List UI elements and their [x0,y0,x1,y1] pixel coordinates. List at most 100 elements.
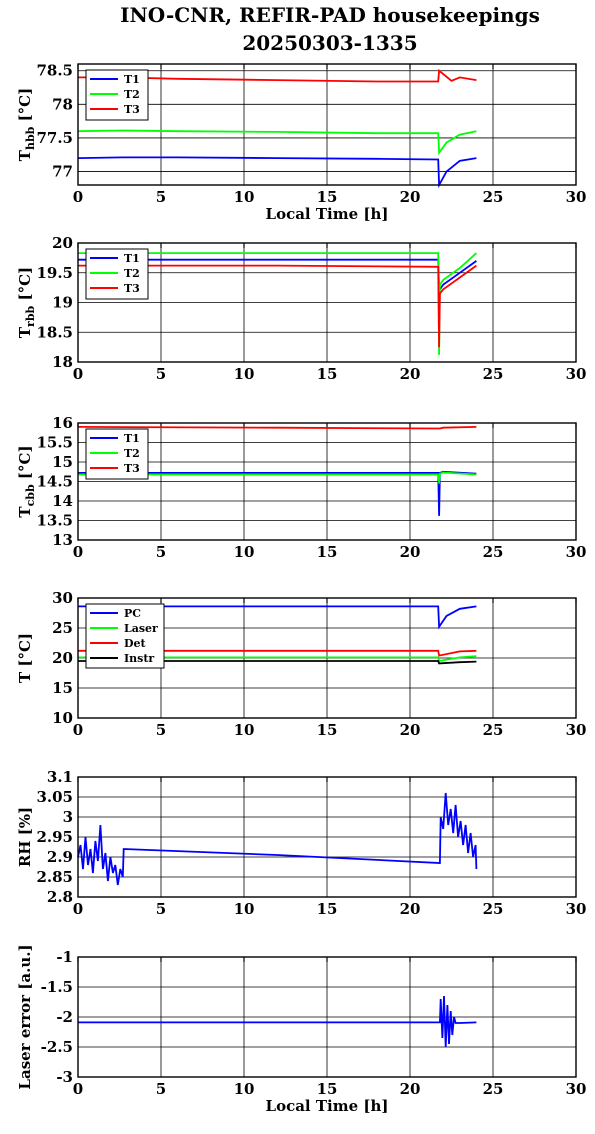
y-tick-label: -3 [56,1068,73,1086]
y-tick-label: 10 [52,709,73,727]
x-tick-label: 30 [566,1080,587,1098]
x-tick-label: 5 [156,900,166,918]
y-tick-label: 19.5 [36,264,73,282]
panel-6: 0 5 10 15 20 25 30 -3 -2.5 -2 -1.5 -1 Laser error [a… [16,944,586,1115]
x-tick-label: 0 [73,365,83,383]
legend-entry: T1 [124,73,140,86]
legend-entry: Laser [124,622,158,635]
series-line-t1 [77,156,477,189]
panel-4: 0 5 10 15 20 25 30 10 15 20 25 30 T [°C] PC Laser Det In… [16,589,586,739]
series-line-t2 [77,129,477,156]
plot-frame [77,597,577,719]
series-line-instr [78,660,477,665]
x-tick-label: 30 [566,365,587,383]
y-tick-label: -2 [56,1008,73,1026]
x-tick-label: 10 [234,365,255,383]
x-tick-label: 20 [400,365,421,383]
y-tick-label: 25 [52,619,73,637]
x-tick-label: 5 [156,1080,166,1098]
y-tick-label: 3 [63,808,73,826]
legend: T1 T2 T3 [85,248,149,300]
x-tick-label: 15 [317,365,338,383]
series-line-pc [78,605,477,630]
x-tick-label: 20 [400,1080,421,1098]
y-axis-label: Thbb [°C] [16,88,37,161]
x-tick-label: 25 [483,188,504,206]
x-tick-label: 30 [566,900,587,918]
plot-frame [77,956,577,1078]
series-line [77,792,478,886]
y-tick-label: -1 [56,948,73,966]
y-tick-label: 16 [52,414,73,432]
x-tick-label: 30 [566,721,587,739]
x-tick-label: 25 [483,721,504,739]
y-tick-label: 30 [52,589,73,607]
y-tick-label: 2.8 [47,888,73,906]
x-tick-label: 0 [73,721,83,739]
x-tick-label: 15 [317,1080,338,1098]
series-line-t3 [78,68,477,83]
x-tick-label: 10 [234,1080,255,1098]
legend-entry: T2 [124,267,140,280]
y-tick-label: -2.5 [41,1038,73,1056]
y-tick-label: 78.5 [36,62,73,80]
legend-entry: T1 [124,252,140,265]
y-tick-label: 78 [52,95,73,113]
legend-entry: T3 [124,462,140,475]
plot-frame [77,776,577,898]
plot-frame [77,422,577,541]
x-tick-label: 15 [317,900,338,918]
x-tick-label: 0 [73,543,83,561]
x-tick-label: 0 [73,1080,83,1098]
x-tick-label: 5 [156,365,166,383]
y-tick-label: 19 [52,294,73,312]
panel-1: 0 5 10 15 20 25 30 77 77.5 78 78.5 Thbb [°C] Local T… [16,62,586,223]
x-tick-label: 5 [156,543,166,561]
series-line [78,995,477,1048]
y-axis-label: T [°C] [16,633,34,683]
series-line-laser [78,655,477,663]
x-tick-label: 5 [156,721,166,739]
series-line-t3 [78,264,477,348]
x-tick-label: 20 [400,543,421,561]
y-tick-label: 15 [52,679,73,697]
legend-entry: T2 [124,88,140,101]
plot-frame [77,63,577,186]
y-tick-label: 13 [52,531,73,549]
x-tick-label: 10 [234,543,255,561]
legend-entry: PC [124,607,141,620]
y-tick-label: 13.5 [36,512,73,530]
legend: T1 T2 T3 [85,428,149,480]
x-tick-label: 10 [234,900,255,918]
x-tick-label: 25 [483,900,504,918]
legend-entry: T1 [124,432,140,445]
x-tick-label: 0 [73,188,83,206]
y-tick-label: 15.5 [36,434,73,452]
legend: PC Laser Det Instr [85,603,165,669]
legend-entry: T3 [124,282,140,295]
y-tick-label: 15 [52,453,73,471]
y-axis-label: Laser error [a.u.] [16,944,34,1089]
y-tick-label: -1.5 [41,978,73,996]
x-tick-label: 15 [317,721,338,739]
y-tick-label: 14 [52,492,73,510]
x-axis-label: Local Time [h] [266,1097,389,1115]
y-tick-label: 77.5 [36,129,73,147]
x-tick-label: 25 [483,543,504,561]
x-tick-label: 15 [317,543,338,561]
x-tick-label: 10 [234,188,255,206]
series-line-t3 [77,426,477,430]
legend: T1 T2 T3 [85,69,149,121]
x-tick-label: 20 [400,900,421,918]
x-tick-label: 20 [400,188,421,206]
y-axis-label: Tcbb [°C] [16,445,37,517]
legend-entry: Det [124,637,147,650]
series-line-det [78,649,477,657]
x-tick-label: 30 [566,543,587,561]
y-tick-label: 20 [52,234,73,252]
y-tick-label: 18 [52,353,73,371]
x-tick-label: 30 [566,188,587,206]
